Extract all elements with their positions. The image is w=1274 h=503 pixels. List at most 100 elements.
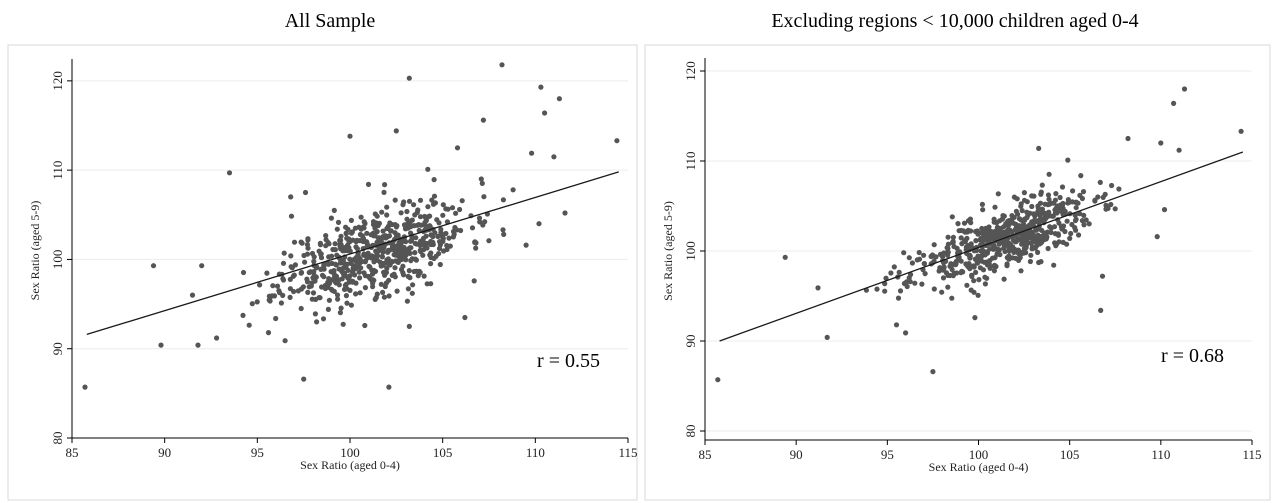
data-point <box>430 201 437 207</box>
data-point <box>1001 276 1007 282</box>
data-point <box>921 261 928 267</box>
x-tick-label: 85 <box>66 445 79 460</box>
data-point <box>991 268 998 274</box>
data-point <box>240 269 247 276</box>
data-point <box>984 229 990 235</box>
data-point <box>336 282 342 288</box>
data-point <box>358 258 364 264</box>
data-point <box>895 295 902 301</box>
data-point <box>1019 208 1025 214</box>
data-point <box>345 267 351 273</box>
data-point <box>454 227 460 233</box>
data-point <box>994 220 1000 226</box>
y-tick-label: 120 <box>50 71 65 91</box>
data-point <box>334 292 341 298</box>
data-point <box>273 315 279 322</box>
data-point <box>428 261 434 267</box>
data-point <box>384 265 390 272</box>
data-point <box>945 272 951 278</box>
y-tick-label: 80 <box>683 425 698 438</box>
data-point <box>529 150 535 156</box>
data-point <box>378 263 384 269</box>
data-point <box>941 264 947 270</box>
data-point <box>945 252 951 258</box>
data-point <box>195 342 201 348</box>
data-point <box>406 323 412 329</box>
data-point <box>374 213 380 219</box>
data-point <box>1018 237 1025 243</box>
data-point <box>421 273 427 279</box>
data-point <box>282 338 288 344</box>
data-point <box>444 219 450 225</box>
data-point <box>1048 225 1054 231</box>
data-point <box>340 248 346 254</box>
data-point <box>400 263 406 269</box>
data-point <box>782 254 788 260</box>
data-point <box>344 300 350 306</box>
data-point <box>1044 213 1050 219</box>
y-tick-label: 90 <box>50 342 65 355</box>
data-point <box>1010 220 1017 226</box>
data-point <box>950 238 956 244</box>
data-point <box>354 246 360 252</box>
data-point <box>1154 234 1160 240</box>
data-point <box>311 254 317 260</box>
data-point <box>1080 189 1087 195</box>
data-point <box>1006 248 1012 254</box>
data-point <box>373 248 379 254</box>
data-point <box>318 266 324 272</box>
data-point <box>536 221 542 227</box>
data-point <box>1012 239 1018 245</box>
data-point <box>336 266 342 272</box>
data-point <box>274 283 281 289</box>
data-point <box>1109 182 1115 189</box>
data-point <box>415 207 421 213</box>
data-point <box>459 198 465 204</box>
data-point <box>1047 201 1053 207</box>
data-point <box>994 251 1000 257</box>
data-point <box>392 265 398 271</box>
data-point <box>1011 249 1017 255</box>
data-point <box>362 285 368 291</box>
correlation-label: r = 0.68 <box>1161 345 1224 367</box>
y-tick-label: 100 <box>683 241 698 261</box>
data-point <box>1171 100 1177 106</box>
data-point <box>501 231 507 237</box>
data-point <box>271 293 278 299</box>
data-point <box>914 257 920 263</box>
data-point <box>372 269 378 275</box>
data-point <box>1030 211 1037 217</box>
data-point <box>471 278 477 284</box>
x-axis-title: Sex Ratio (aged 0-4) <box>929 460 1029 474</box>
data-point <box>277 290 283 296</box>
x-tick-label: 110 <box>526 445 545 460</box>
fit-line <box>86 171 619 336</box>
data-point <box>364 243 370 249</box>
data-point <box>393 128 399 134</box>
data-point <box>965 244 971 250</box>
data-point <box>384 204 390 210</box>
data-point <box>385 256 391 262</box>
data-point <box>1024 209 1030 215</box>
data-point <box>1023 242 1029 248</box>
data-point <box>447 243 453 249</box>
data-point <box>363 252 369 259</box>
data-point <box>1112 206 1118 212</box>
data-point <box>420 235 427 241</box>
data-point <box>384 212 390 218</box>
data-point <box>334 226 340 232</box>
data-point <box>379 253 385 260</box>
data-point <box>158 342 164 348</box>
data-point <box>1038 191 1044 197</box>
data-point <box>1001 241 1007 247</box>
data-point <box>409 290 415 296</box>
data-point <box>1125 135 1131 142</box>
data-point <box>431 193 438 199</box>
data-point <box>982 281 989 287</box>
data-point <box>1018 268 1024 274</box>
data-point <box>1000 213 1006 219</box>
data-point <box>378 281 384 287</box>
data-point <box>436 245 443 252</box>
data-point <box>903 330 909 336</box>
